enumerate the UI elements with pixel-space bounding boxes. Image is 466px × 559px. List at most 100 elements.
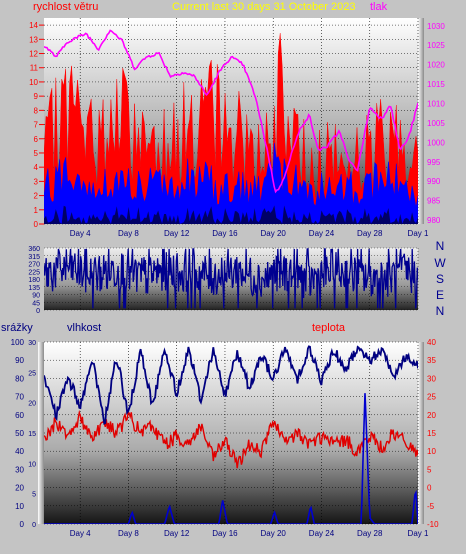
wind-y-tick-label: 7 [34,121,39,130]
direction-y-tick-label: 90 [32,293,40,300]
compass-east: E [436,288,444,302]
wind-x-tick-label: Day 12 [164,229,190,238]
wind-y-tick-label: 1 [34,206,39,215]
pressure-y-tick-label: 995 [427,158,441,167]
pressure-y-tick-label: 990 [427,177,441,186]
wind-x-tick-label: Day 28 [357,229,383,238]
compass-north-bottom: N [436,304,445,318]
humidity-y-tick-label: 60 [15,411,24,420]
wind-x-tick-label: Day 16 [212,229,238,238]
climate-series [44,345,418,524]
direction-y-tick-label: 180 [28,277,40,284]
wind-average-series [44,142,418,224]
rain-y-tick-label: 10 [28,461,36,468]
temperature-y-tick-label: -10 [427,520,439,529]
wind-direction-series [44,248,418,309]
pressure-y-tick-label: 1015 [427,80,445,89]
direction-y-tick-label: 270 [28,262,40,269]
temperature-y-tick-label: -5 [427,502,435,511]
temperature-y-tick-label: 10 [427,447,436,456]
wind-y-tick-label: 0 [34,220,39,229]
rain-y-tick-label: 20 [28,401,36,408]
direction-series [44,248,418,309]
pressure-y-tick-label: 1005 [427,119,445,128]
climate-x-tick-label: Day 20 [261,529,287,538]
compass-north-top: N [436,239,445,253]
direction-y-tick-label: 45 [32,300,40,307]
wind-x-tick-label: Day 4 [70,229,91,238]
pressure-y-tick-label: 980 [427,216,441,225]
rain-y-tick-label: 15 [28,431,36,438]
direction-y-tick-label: 225 [28,269,40,276]
wind-x-tick-label: Day 24 [309,229,335,238]
pressure-y-tick-label: 1020 [427,61,445,70]
temperature-y-tick-label: 5 [427,465,432,474]
wind-x-tick-label: Day 8 [118,229,139,238]
climate-x-tick-label: Day 12 [164,529,190,538]
pressure-y-tick-label: 1025 [427,41,445,50]
humidity-y-tick-label: 30 [15,465,24,474]
humidity-y-tick-label: 20 [15,484,24,493]
rain-y-tick-label: 5 [32,492,36,499]
wind-y-tick-label: 8 [34,106,39,115]
pressure-y-tick-label: 1030 [427,22,445,31]
pressure-y-tick-label: 985 [427,197,441,206]
humidity-y-tick-label: 100 [11,338,25,347]
humidity-series [44,345,418,425]
rain-y-tick-label: 25 [28,370,36,377]
wind-y-tick-label: 10 [29,78,38,87]
wind-calm-series [44,205,418,224]
temperature-y-tick-label: 25 [427,393,436,402]
humidity-y-tick-label: 0 [20,520,25,529]
pressure-y-tick-label: 1000 [427,138,445,147]
climate-x-tick-label: Day 1 [408,529,429,538]
wind-y-tick-label: 4 [34,163,39,172]
pressure-series [44,29,418,194]
temperature-y-tick-label: 20 [427,411,436,420]
humidity-y-tick-label: 10 [15,502,24,511]
humidity-y-tick-label: 50 [15,429,24,438]
humidity-label: vlhkost [67,322,101,334]
compass-west: W [434,256,446,270]
climate-x-tick-label: Day 16 [212,529,238,538]
temperature-y-tick-label: 15 [427,429,436,438]
chart-title: Current last 30 days 31 October 2023 [172,1,355,13]
pressure-y-tick-label: 1010 [427,100,445,109]
humidity-y-tick-label: 80 [15,374,24,383]
pressure-label: tlak [370,1,388,13]
wind-x-tick-label: Day 1 [408,229,429,238]
rain-y-tick-label: 30 [28,340,36,347]
rain-label: srážky [1,322,33,334]
wind-y-tick-label: 5 [34,149,39,158]
temperature-label: teplota [312,322,346,334]
wind-y-tick-label: 14 [29,21,38,30]
humidity-y-tick-label: 70 [15,393,24,402]
climate-x-tick-label: Day 28 [357,529,383,538]
climate-x-tick-label: Day 8 [118,529,139,538]
rain-axis-bar [38,342,44,524]
wind-series [44,29,418,224]
humidity-y-tick-label: 90 [15,356,24,365]
temperature-y-tick-label: 35 [427,356,436,365]
direction-y-tick-label: 360 [28,246,40,253]
rain-y-tick-label: 0 [32,522,36,529]
wind-y-tick-label: 3 [34,177,39,186]
wind-x-tick-label: Day 20 [261,229,287,238]
direction-y-tick-label: 135 [28,285,40,292]
climate-axes: 0 10 20 30 40 50 60 70 80 90 100 0 5 10 15 20 25 30 -10 -5 0… [11,338,439,538]
direction-y-tick-label: 315 [28,254,40,261]
wind-y-tick-label: 6 [34,135,39,144]
climate-x-tick-label: Day 4 [70,529,91,538]
wind-y-tick-label: 12 [29,50,38,59]
wind-y-tick-label: 9 [34,92,39,101]
compass-south: S [436,272,444,286]
wind-speed-label: rychlost větru [33,1,98,13]
temperature-y-tick-label: 40 [427,338,436,347]
wind-y-tick-label: 13 [29,35,38,44]
wind-right-axis-bar [418,18,424,224]
temperature-y-tick-label: 0 [427,484,432,493]
wind-y-tick-label: 11 [30,64,39,73]
